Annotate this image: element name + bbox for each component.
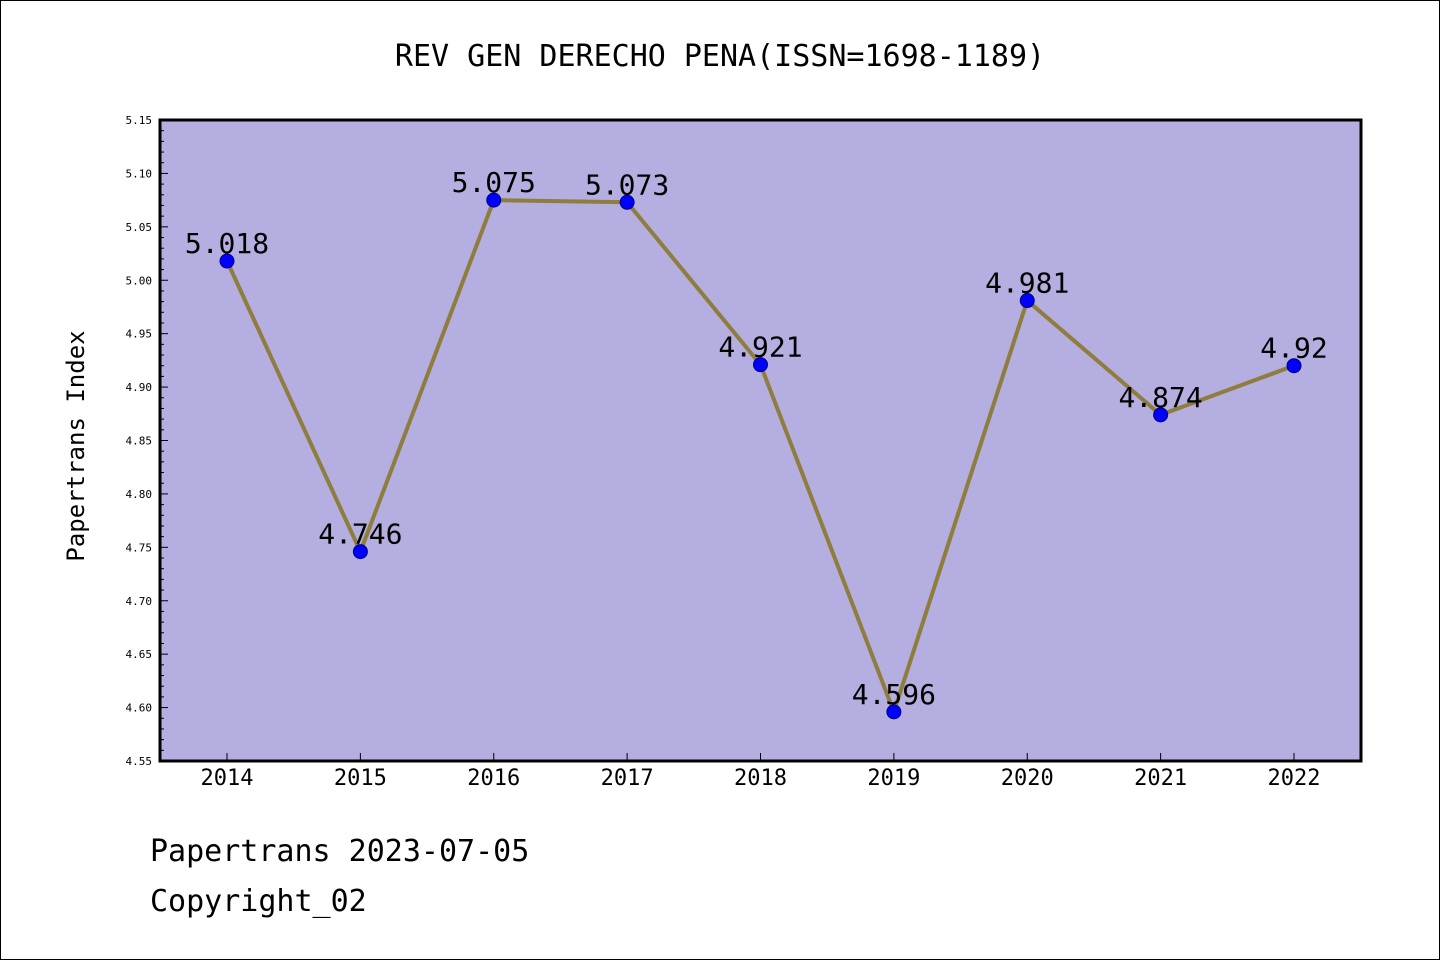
data-label: 4.874	[1118, 381, 1202, 414]
x-tick-label: 2018	[734, 766, 787, 791]
data-label: 4.746	[318, 518, 402, 551]
data-label: 5.018	[185, 227, 269, 260]
data-point	[886, 704, 902, 720]
y-tick-label: 4.75	[126, 541, 153, 554]
data-label: 5.075	[452, 166, 536, 199]
data-label: 5.073	[585, 168, 669, 201]
y-axis-label: Papertrans Index	[62, 330, 90, 561]
x-tick-label: 2019	[867, 766, 920, 791]
data-label: 4.981	[985, 267, 1069, 300]
data-point	[753, 357, 768, 373]
y-tick-label: 5.15	[126, 114, 153, 127]
data-point	[1286, 358, 1302, 374]
x-tick-label: 2015	[334, 766, 387, 791]
y-tick-label: 5.05	[126, 221, 153, 234]
y-tick-label: 4.55	[126, 755, 153, 768]
x-tick-label: 2016	[467, 766, 520, 791]
data-point	[352, 544, 368, 560]
series-line-group: 5.018 4.746 5.075 5.073 4.921 4.596 4.981 4.874…	[185, 166, 1328, 720]
x-tick-label: 2022	[1268, 766, 1321, 791]
y-tick-label: 5.10	[126, 167, 153, 180]
y-tick-label: 4.85	[126, 435, 153, 448]
data-point	[1019, 293, 1035, 309]
plot-area	[160, 120, 1361, 761]
y-tick-label: 4.80	[126, 488, 153, 501]
y-tick-label: 4.65	[126, 648, 153, 661]
x-axis: 2014 2015 2016 2017 2018 2019 2020 2021 2022	[201, 753, 1321, 791]
y-axis: 4.55 4.60 4.65 4.70 4.75 4.80 4.85 4.90 4.95 5.00…	[126, 114, 168, 768]
footer-date: Papertrans 2023-07-05	[150, 834, 530, 869]
plot-border	[158, 118, 1363, 763]
chart-title: REV GEN DERECHO PENA(ISSN=1698-1189)	[395, 39, 1045, 74]
data-point	[1153, 407, 1169, 423]
data-point	[219, 253, 235, 269]
data-label: 4.92	[1260, 332, 1327, 365]
x-tick-label: 2020	[1001, 766, 1054, 791]
y-tick-label: 4.95	[126, 328, 153, 341]
y-tick-label: 4.90	[126, 381, 153, 394]
x-tick-label: 2014	[201, 766, 254, 791]
y-tick-label: 4.70	[126, 595, 153, 608]
data-point	[619, 194, 635, 210]
x-tick-label: 2021	[1134, 766, 1187, 791]
x-tick-label: 2017	[601, 766, 654, 791]
data-label: 4.921	[718, 331, 802, 364]
y-tick-label: 4.60	[126, 702, 153, 715]
data-label: 4.596	[852, 678, 936, 711]
y-tick-label: 5.00	[126, 274, 153, 287]
footer-copyright: Copyright_02	[150, 884, 367, 919]
data-point	[486, 192, 502, 208]
